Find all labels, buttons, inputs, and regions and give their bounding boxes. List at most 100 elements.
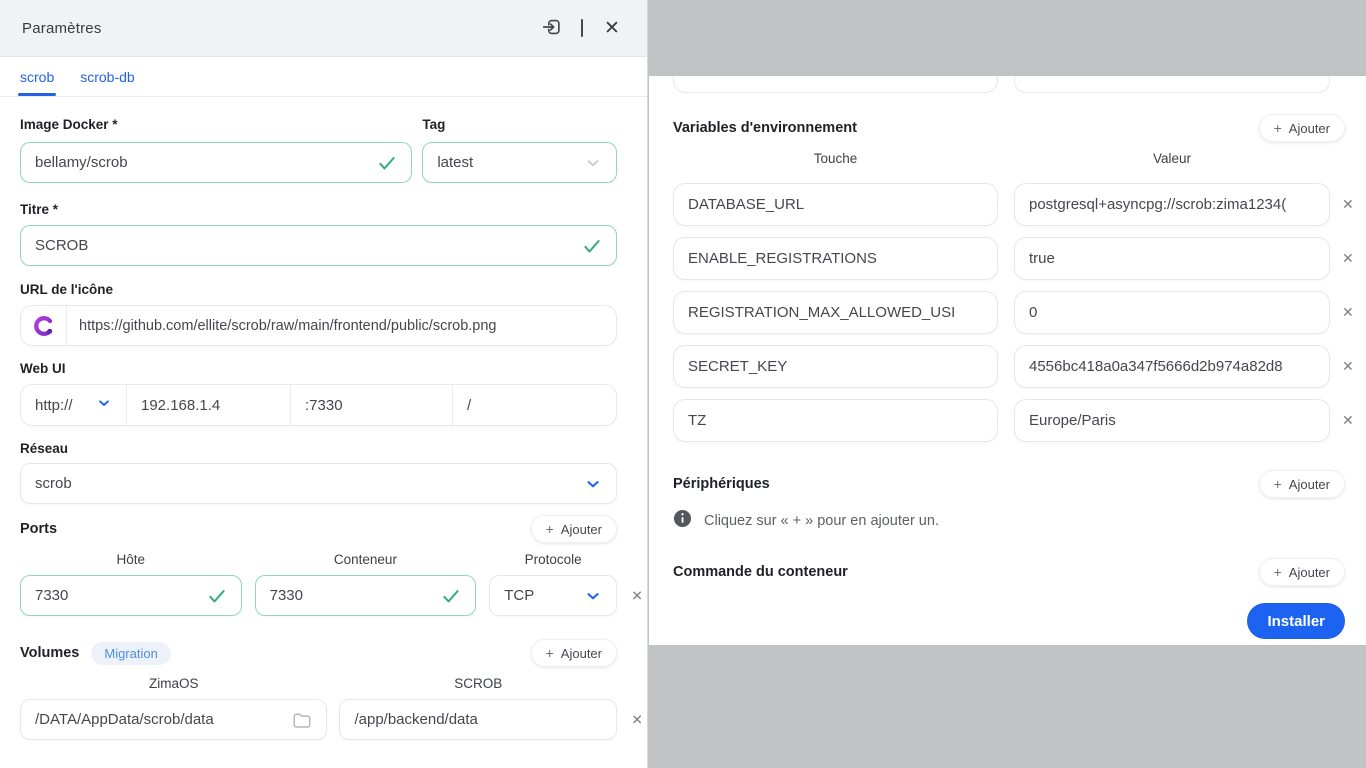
port-protocol-value: TCP <box>504 587 535 604</box>
tab-scrob[interactable]: scrob <box>17 57 57 96</box>
volumes-container-header: SCROB <box>454 676 503 691</box>
port-protocol-select[interactable]: TCP <box>489 575 618 616</box>
add-volume-button[interactable]: + Ajouter <box>530 639 617 667</box>
env-row: ENABLE_REGISTRATIONS true ✕ <box>673 237 1366 280</box>
ports-label: Ports <box>20 521 58 537</box>
env-key-input[interactable]: ENABLE_REGISTRATIONS <box>673 237 998 280</box>
scrolled-input-partial <box>673 76 998 93</box>
env-value-header: Valeur <box>1152 151 1192 166</box>
header-actions: ✕ <box>539 15 625 41</box>
docker-image-value: bellamy/scrob <box>35 154 128 171</box>
env-row: DATABASE_URL postgresql+asyncpg://scrob:… <box>673 183 1366 226</box>
add-volume-label: Ajouter <box>560 645 602 661</box>
settings-panel: Paramètres ✕ scrob <box>0 0 648 768</box>
install-button[interactable]: Installer <box>1247 603 1345 639</box>
webui-scheme-value: http:// <box>35 396 73 414</box>
icon-url-value: https://github.com/ellite/scrob/raw/main… <box>79 317 497 334</box>
panel-header: Paramètres ✕ <box>0 0 647 57</box>
webui-host-input[interactable]: 192.168.1.4 <box>127 385 291 425</box>
icon-url-field-group: URL de l'icône https://github.com/ellite… <box>20 282 617 346</box>
env-key-input[interactable]: SECRET_KEY <box>673 345 998 388</box>
title-label: Titre * <box>20 202 59 217</box>
title-input[interactable]: SCROB <box>20 225 617 266</box>
plus-icon: + <box>545 645 554 661</box>
env-value-input[interactable]: postgresql+asyncpg://scrob:zima1234( <box>1014 183 1330 226</box>
folder-icon[interactable] <box>292 711 312 729</box>
chevron-down-icon <box>584 475 602 493</box>
port-container-input[interactable]: 7330 <box>254 575 477 616</box>
volume-container-input[interactable]: /app/backend/data <box>339 699 617 740</box>
add-device-button[interactable]: + Ajouter <box>1258 470 1345 498</box>
close-button[interactable]: ✕ <box>599 15 625 41</box>
env-label: Variables d'environnement <box>673 120 857 136</box>
title-field-group: Titre * SCROB <box>20 202 617 266</box>
tag-select[interactable]: latest <box>422 142 617 183</box>
ports-host-header: Hôte <box>116 552 146 567</box>
webui-port-input[interactable]: :7330 <box>291 385 453 425</box>
add-port-label: Ajouter <box>560 521 602 537</box>
migration-badge[interactable]: Migration <box>91 641 171 665</box>
scrolled-input-partial <box>1014 76 1330 93</box>
remove-port-button[interactable]: ✕ <box>631 587 643 604</box>
env-column-headers: Touche Valeur <box>673 151 1366 166</box>
valid-check-icon <box>441 586 461 606</box>
network-label: Réseau <box>20 441 69 456</box>
plus-icon: + <box>1273 564 1282 580</box>
add-port-button[interactable]: + Ajouter <box>530 515 617 543</box>
volume-host-input[interactable]: /DATA/AppData/scrob/data <box>20 699 328 740</box>
page-title: Paramètres <box>22 19 102 37</box>
remove-icon: ✕ <box>1342 412 1354 428</box>
add-command-label: Ajouter <box>1288 564 1330 580</box>
env-value-input[interactable]: Europe/Paris <box>1014 399 1330 442</box>
tab-scrob-db[interactable]: scrob-db <box>80 68 135 85</box>
webui-scheme-select[interactable]: http:// <box>21 385 127 425</box>
tag-field-group: Tag latest <box>422 117 617 183</box>
env-value-input[interactable]: true <box>1014 237 1330 280</box>
devices-hint: Cliquez sur « + » pour en ajouter un. <box>673 509 1366 532</box>
env-value-input[interactable]: 0 <box>1014 291 1330 334</box>
webui-path-value: / <box>467 396 472 414</box>
volume-container-value: /app/backend/data <box>354 711 478 728</box>
env-key-input[interactable]: DATABASE_URL <box>673 183 998 226</box>
add-env-label: Ajouter <box>1288 120 1330 136</box>
env-row: TZ Europe/Paris ✕ <box>673 399 1366 442</box>
chevron-down-icon <box>96 395 112 415</box>
remove-icon: ✕ <box>1342 358 1354 374</box>
webui-path-input[interactable]: / <box>453 385 616 425</box>
export-to-dock-button[interactable] <box>539 15 565 41</box>
chevron-down-icon <box>584 154 602 172</box>
settings-form: Image Docker * bellamy/scrob Tag latest <box>0 97 647 740</box>
env-value-input[interactable]: 4556bc418a0a347f5666d2b974a82d8 <box>1014 345 1330 388</box>
remove-env-button[interactable]: ✕ <box>1342 196 1354 213</box>
network-field-group: Réseau scrob <box>20 441 617 504</box>
command-section-header: Commande du conteneur + Ajouter <box>673 558 1345 586</box>
valid-check-icon <box>582 236 602 256</box>
port-host-value: 7330 <box>35 587 69 604</box>
port-host-input[interactable]: 7330 <box>20 575 242 616</box>
volume-row: /DATA/AppData/scrob/data /app/backend/da… <box>20 699 643 740</box>
remove-env-button[interactable]: ✕ <box>1342 358 1354 375</box>
install-row: Installer <box>673 603 1345 639</box>
scrob-logo-icon <box>21 306 67 345</box>
network-select[interactable]: scrob <box>20 463 617 504</box>
webui-field-group: Web UI http:// 192.168.1.4 :7330 <box>20 361 617 426</box>
tag-label: Tag <box>422 117 446 132</box>
add-command-button[interactable]: + Ajouter <box>1258 558 1345 586</box>
docker-image-input[interactable]: bellamy/scrob <box>20 142 413 183</box>
env-key-input[interactable]: REGISTRATION_MAX_ALLOWED_USI <box>673 291 998 334</box>
remove-env-button[interactable]: ✕ <box>1342 304 1354 321</box>
env-row: SECRET_KEY 4556bc418a0a347f5666d2b974a82… <box>673 345 1366 388</box>
remove-env-button[interactable]: ✕ <box>1342 412 1354 429</box>
env-value-value: true <box>1029 250 1055 267</box>
icon-url-label: URL de l'icône <box>20 282 113 297</box>
add-env-button[interactable]: + Ajouter <box>1258 114 1345 142</box>
export-to-dock-icon <box>541 16 563 41</box>
icon-url-input[interactable]: https://github.com/ellite/scrob/raw/main… <box>20 305 617 346</box>
remove-volume-button[interactable]: ✕ <box>631 711 643 728</box>
docker-image-field-group: Image Docker * bellamy/scrob <box>20 117 413 183</box>
env-section-header: Variables d'environnement + Ajouter <box>673 114 1345 142</box>
env-key-input[interactable]: TZ <box>673 399 998 442</box>
remove-env-button[interactable]: ✕ <box>1342 250 1354 267</box>
ports-column-headers: Hôte Conteneur Protocole <box>20 552 617 567</box>
